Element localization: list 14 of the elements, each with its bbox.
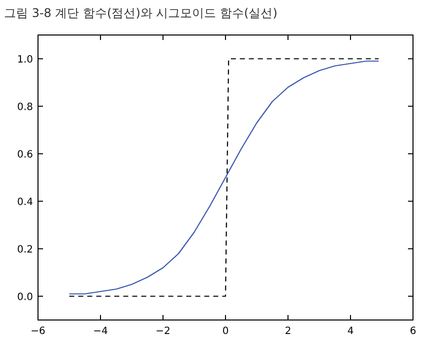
x-tick-label: 0 [222, 326, 229, 337]
x-tick-label: 6 [410, 326, 416, 337]
chart-title: 그림 3-8 계단 함수(점선)와 시그모이드 함수(실선) [4, 6, 278, 20]
y-tick-label: 0.2 [17, 244, 33, 256]
y-tick-label: 0.8 [17, 102, 33, 113]
x-tick-label: −4 [93, 326, 108, 337]
y-tick-label: 0.0 [17, 292, 33, 303]
y-tick-label: 1.0 [17, 54, 33, 66]
x-tick-label: −6 [30, 326, 46, 337]
y-tick-label: 0.6 [17, 149, 33, 160]
x-tick-label: 4 [347, 326, 354, 337]
x-tick-label: 2 [284, 326, 292, 337]
y-tick-label: 0.4 [17, 196, 33, 208]
x-tick-label: −2 [156, 326, 170, 337]
